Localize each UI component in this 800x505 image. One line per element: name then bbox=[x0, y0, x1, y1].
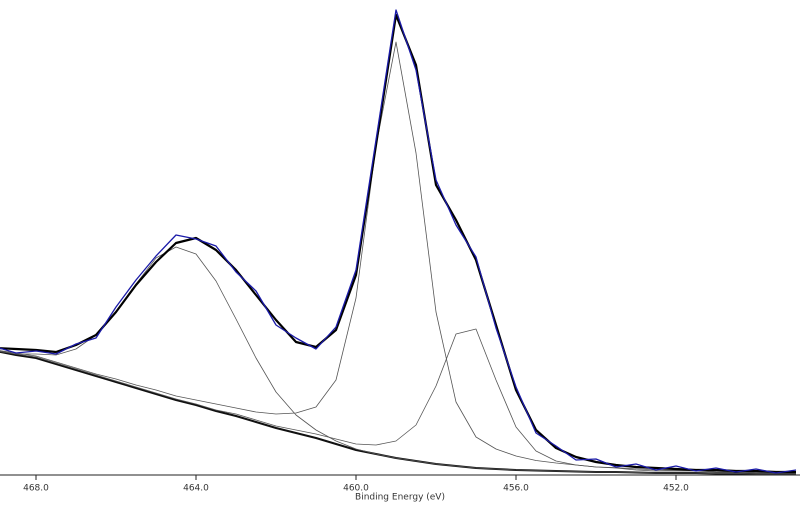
series-line bbox=[0, 328, 796, 474]
x-tick-label: 464.0 bbox=[183, 484, 209, 494]
series-line bbox=[0, 350, 796, 475]
plot-area bbox=[0, 9, 797, 475]
series-line bbox=[0, 13, 796, 474]
series-line bbox=[0, 41, 797, 474]
x-tick-label: 468.0 bbox=[23, 484, 49, 494]
series-line bbox=[0, 246, 796, 475]
x-tick-label: 452.0 bbox=[663, 484, 689, 494]
series-line bbox=[0, 9, 797, 474]
x-tick-label: 460.0 bbox=[343, 484, 369, 494]
x-axis-label: Binding Energy (eV) bbox=[355, 493, 445, 503]
x-tick-label: 456.0 bbox=[503, 484, 529, 494]
